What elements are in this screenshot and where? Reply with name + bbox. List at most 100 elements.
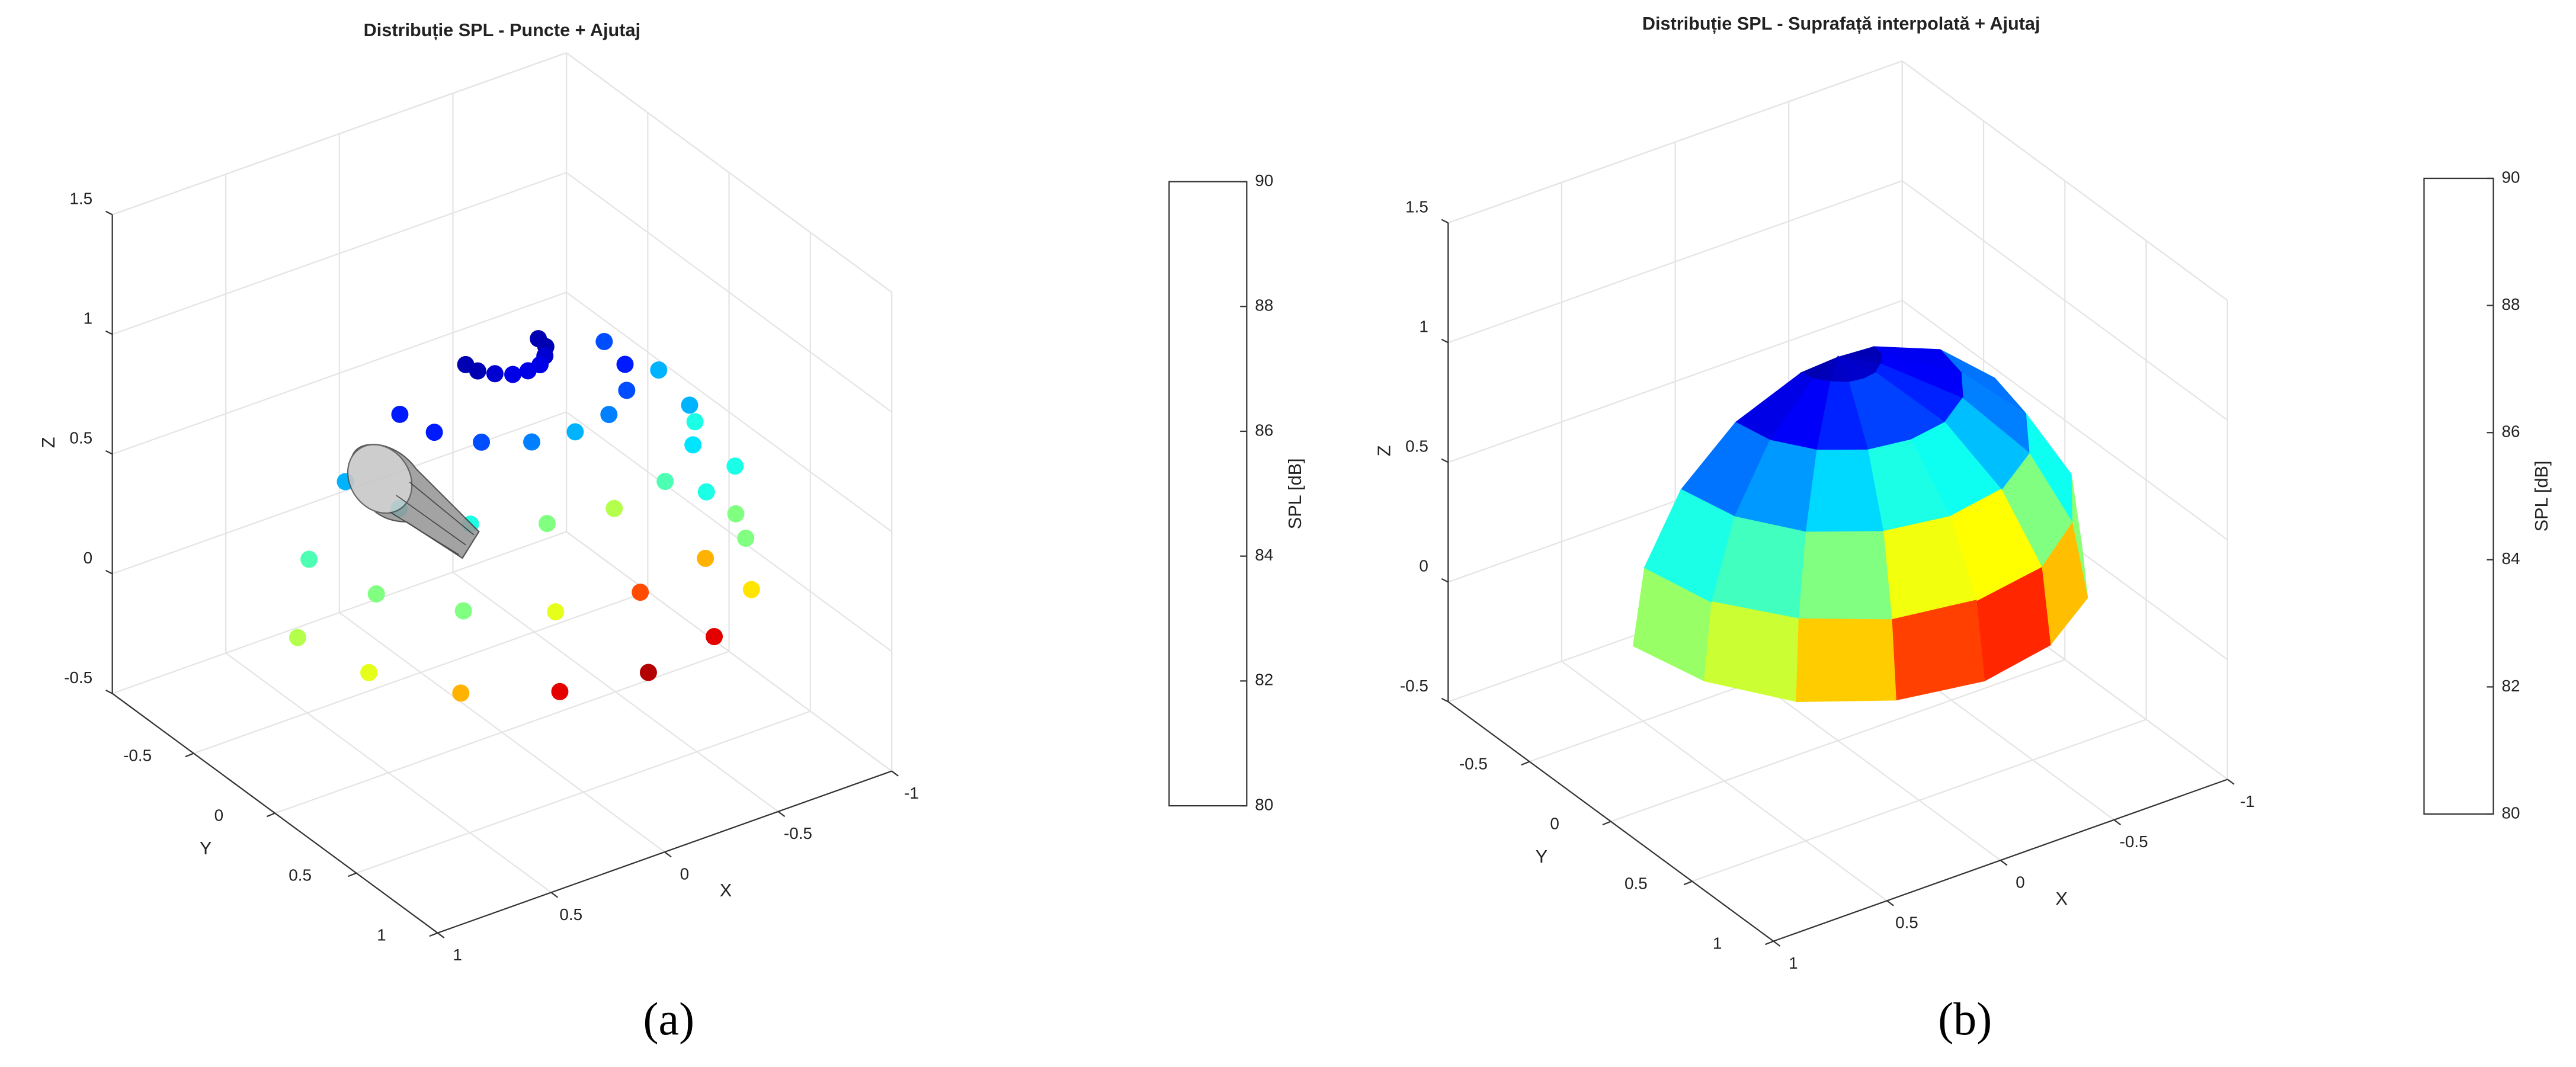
data-layer <box>289 330 2088 703</box>
colorbar-frame <box>2423 177 2494 815</box>
colorbar-tick-label: 84 <box>1255 546 1273 564</box>
box-edge <box>1902 60 2228 302</box>
surface-patch <box>1704 601 1800 703</box>
y-tick-label: 0 <box>1550 814 1559 832</box>
x-tick-label: 0 <box>680 865 690 883</box>
colorbar-tick-label: 88 <box>1255 296 1273 315</box>
z-tick-label: 1 <box>1419 318 1428 336</box>
z-tick-label: 0 <box>84 549 92 567</box>
z-tick-label: -0.5 <box>1400 677 1428 695</box>
y-tick <box>1521 761 1530 766</box>
panel-label: (a) <box>643 993 695 1044</box>
nozzle <box>347 444 480 559</box>
colorbar-label: SPL [dB] <box>2532 461 2552 532</box>
point <box>616 355 634 373</box>
box-edge <box>566 52 892 293</box>
chart-title: Distribuție SPL - Suprafață interpolată … <box>1642 14 2040 34</box>
x-tick-label: 1 <box>453 946 462 964</box>
point <box>632 584 649 601</box>
x-axis-label: X <box>720 880 732 901</box>
x-tick <box>2227 778 2235 785</box>
y-tick <box>429 932 438 937</box>
point <box>697 483 715 501</box>
chart-title: Distribuție SPL - Puncte + Ajutaj <box>364 20 640 40</box>
colorbar-tick-label: 82 <box>1255 671 1273 689</box>
point <box>425 424 443 441</box>
colorbar-frame <box>1168 181 1248 807</box>
point <box>727 505 745 523</box>
nozzle-bell <box>347 444 413 514</box>
x-tick-label: -0.5 <box>2120 832 2148 851</box>
point <box>726 457 744 475</box>
point <box>697 549 715 567</box>
z-tick <box>105 689 113 694</box>
z-tick-label: -0.5 <box>64 668 92 687</box>
point <box>605 499 623 517</box>
colorbar-tick-label: 90 <box>2501 168 2520 186</box>
point <box>742 581 760 598</box>
grid-line <box>112 531 567 694</box>
x-tick <box>1886 900 1894 906</box>
grid-line <box>566 291 892 533</box>
point <box>289 629 306 646</box>
grid-line <box>566 172 892 413</box>
point <box>639 664 657 681</box>
colorbar-tick-label: 86 <box>1255 421 1273 439</box>
grid-line <box>1610 659 2065 822</box>
point <box>566 423 584 441</box>
y-tick-label: -0.5 <box>1459 754 1488 773</box>
y-axis-label: Y <box>1536 847 1547 867</box>
y-tick <box>1765 940 1774 946</box>
point <box>650 361 668 379</box>
grid-line <box>566 531 892 772</box>
x-tick <box>437 932 445 938</box>
point <box>519 362 537 380</box>
z-tick <box>1441 697 1449 703</box>
point <box>457 355 475 373</box>
z-tick <box>105 210 113 216</box>
grid-line <box>1902 300 2228 541</box>
colorbar-tick-label: 82 <box>2501 677 2520 695</box>
point <box>737 530 755 547</box>
z-axis-label: Z <box>1374 446 1395 457</box>
z-tick-label: 0 <box>1419 557 1428 575</box>
y-tick-label: 0 <box>214 806 224 825</box>
z-tick-label: 0.5 <box>69 429 92 447</box>
point <box>360 664 378 681</box>
point <box>684 436 702 454</box>
x-tick <box>2113 819 2122 826</box>
grid-line <box>112 291 567 455</box>
y-tick-label: -0.5 <box>123 746 152 765</box>
x-tick-label: 0 <box>2016 873 2025 891</box>
point <box>595 333 613 350</box>
surface-patch <box>1798 531 1892 621</box>
z-tick-label: 1.5 <box>69 190 92 208</box>
grid-line <box>1447 180 1903 344</box>
point <box>367 585 385 603</box>
colorbar-tick-label: 88 <box>2501 295 2520 313</box>
x-tick-label: 0.5 <box>1895 914 1918 932</box>
point <box>504 366 522 383</box>
text-layer: -1 -0.5 0 0.5 1 -0.5 0 0.5 1 -0.5 0 0.5 1 1.5 X Y Z Distr… <box>39 14 2552 1044</box>
z-tick <box>1441 338 1449 344</box>
grid-line <box>356 710 811 874</box>
point <box>681 396 699 414</box>
z-tick <box>105 330 113 335</box>
x-tick <box>1773 940 1781 947</box>
grid-line <box>566 411 892 652</box>
point <box>618 382 636 399</box>
x-tick <box>2000 860 2008 866</box>
panel-label: (b) <box>1938 993 1992 1044</box>
y-tick <box>266 812 275 818</box>
colorbar-tick-label: 84 <box>2501 549 2520 568</box>
colorbar-label: SPL [dB] <box>1285 458 1305 529</box>
point <box>706 627 723 645</box>
z-tick <box>105 569 113 575</box>
y-tick-label: 0.5 <box>1625 874 1648 893</box>
colorbar-tick-label: 80 <box>1255 795 1273 813</box>
y-tick <box>185 752 194 758</box>
z-tick <box>1441 578 1449 583</box>
x-tick-label: 1 <box>1789 954 1798 972</box>
grid-line <box>274 651 729 814</box>
z-tick <box>105 450 113 455</box>
